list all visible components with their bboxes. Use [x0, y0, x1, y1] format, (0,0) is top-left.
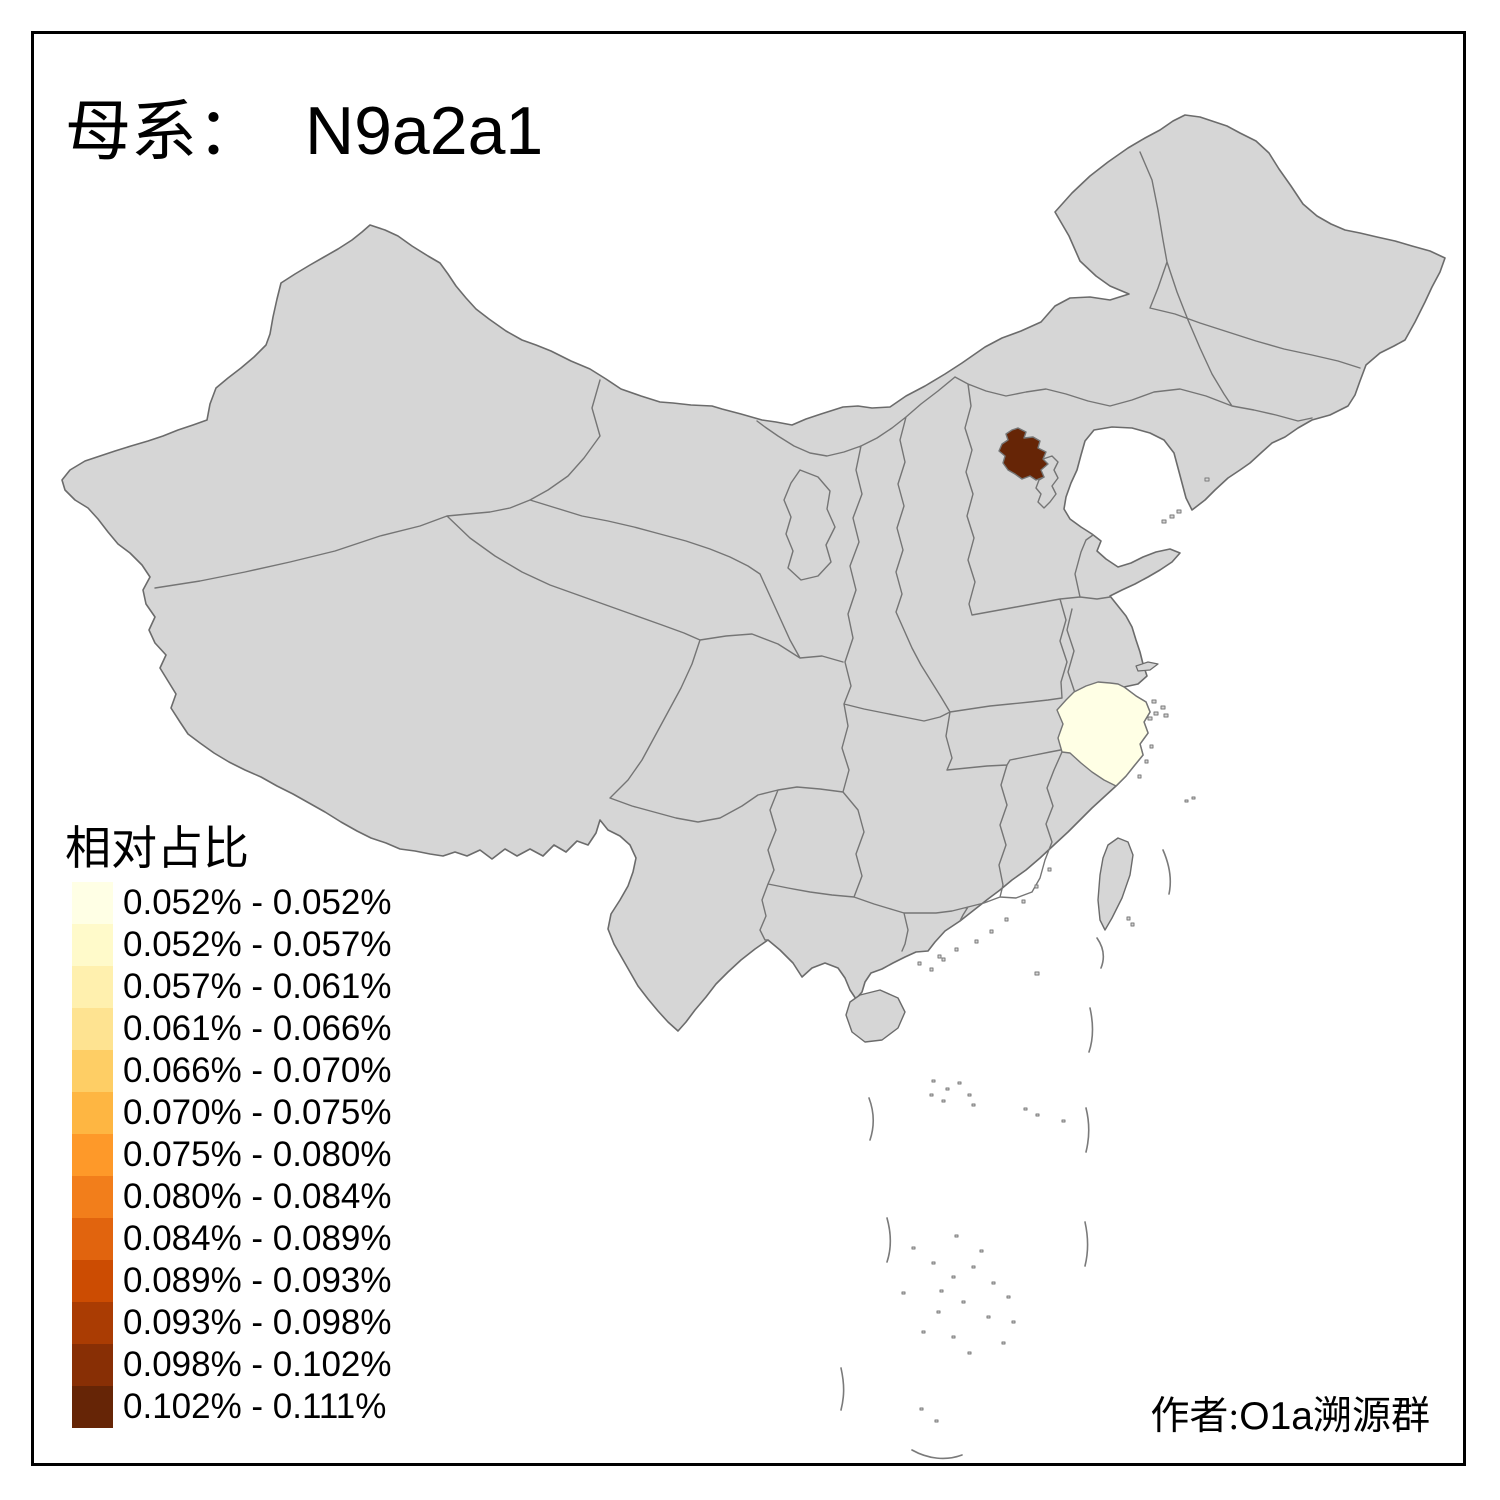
legend-swatch: [72, 1344, 113, 1386]
legend-label: 0.070% - 0.075%: [123, 1093, 392, 1132]
legend-row: 0.061% - 0.066%: [72, 1008, 392, 1050]
legend-swatch: [72, 966, 113, 1008]
legend-row: 0.052% - 0.057%: [72, 924, 392, 966]
attribution-suffix: 溯源群: [1312, 1395, 1430, 1438]
legend-title: 相对占比: [65, 823, 249, 874]
legend-row: 0.102% - 0.111%: [72, 1386, 392, 1428]
haplogroup-label: N9a2a1: [305, 93, 544, 169]
legend-label: 0.093% - 0.098%: [123, 1303, 392, 1342]
taiwan-island: [1097, 837, 1134, 931]
legend-row: 0.089% - 0.093%: [72, 1260, 392, 1302]
legend-row: 0.075% - 0.080%: [72, 1134, 392, 1176]
attribution-latin: O1a: [1239, 1395, 1313, 1438]
legend-label: 0.052% - 0.057%: [123, 925, 392, 964]
legend-label: 0.080% - 0.084%: [123, 1177, 392, 1216]
legend-label: 0.066% - 0.070%: [123, 1051, 392, 1090]
legend-label: 0.075% - 0.080%: [123, 1135, 392, 1174]
legend-swatch: [72, 1386, 113, 1428]
legend-row: 0.093% - 0.098%: [72, 1302, 392, 1344]
legend-rows: 0.052% - 0.052% 0.052% - 0.057% 0.057% - 0…: [72, 882, 392, 1428]
map-title: 母系： N9a2a1: [65, 78, 543, 174]
legend-swatch: [72, 924, 113, 966]
legend-swatch: [72, 1008, 113, 1050]
legend-label: 0.098% - 0.102%: [123, 1345, 392, 1384]
legend-swatch: [72, 882, 113, 924]
legend-label: 0.089% - 0.093%: [123, 1261, 392, 1300]
zhejiang-region: [1056, 681, 1151, 787]
legend-row: 0.066% - 0.070%: [72, 1050, 392, 1092]
legend-row: 0.084% - 0.089%: [72, 1218, 392, 1260]
legend-label: 0.102% - 0.111%: [123, 1387, 387, 1426]
hainan-island: [845, 989, 906, 1043]
nine-dash-line: [840, 849, 1172, 1460]
title-prefix-label: 母系：: [65, 96, 263, 169]
legend-swatch: [72, 1218, 113, 1260]
plot-frame: [31, 31, 1466, 1466]
attribution: 作者:O1a溯源群: [1150, 1385, 1430, 1441]
province-borders: [154, 151, 1361, 952]
legend-swatch: [72, 1050, 113, 1092]
legend-swatch: [72, 1092, 113, 1134]
small-islands: [901, 477, 1210, 1423]
legend-swatch: [72, 1134, 113, 1176]
legend-swatch: [72, 1176, 113, 1218]
legend-label: 0.061% - 0.066%: [123, 1009, 392, 1048]
legend-row: 0.057% - 0.061%: [72, 966, 392, 1008]
legend-row: 0.052% - 0.052%: [72, 882, 392, 924]
chongming-island: [1135, 661, 1159, 672]
attribution-prefix: 作者:: [1150, 1395, 1240, 1438]
legend-label: 0.084% - 0.089%: [123, 1219, 392, 1258]
legend-row: 0.098% - 0.102%: [72, 1344, 392, 1386]
legend-label: 0.052% - 0.052%: [123, 883, 392, 922]
legend-swatch: [72, 1260, 113, 1302]
legend-row: 0.080% - 0.084%: [72, 1176, 392, 1218]
beijing-region: [998, 427, 1049, 481]
legend-label: 0.057% - 0.061%: [123, 967, 392, 1006]
legend-row: 0.070% - 0.075%: [72, 1092, 392, 1134]
legend: 相对占比 0.052% - 0.052% 0.052% - 0.057% 0.057…: [65, 812, 392, 1428]
legend-swatch: [72, 1302, 113, 1344]
